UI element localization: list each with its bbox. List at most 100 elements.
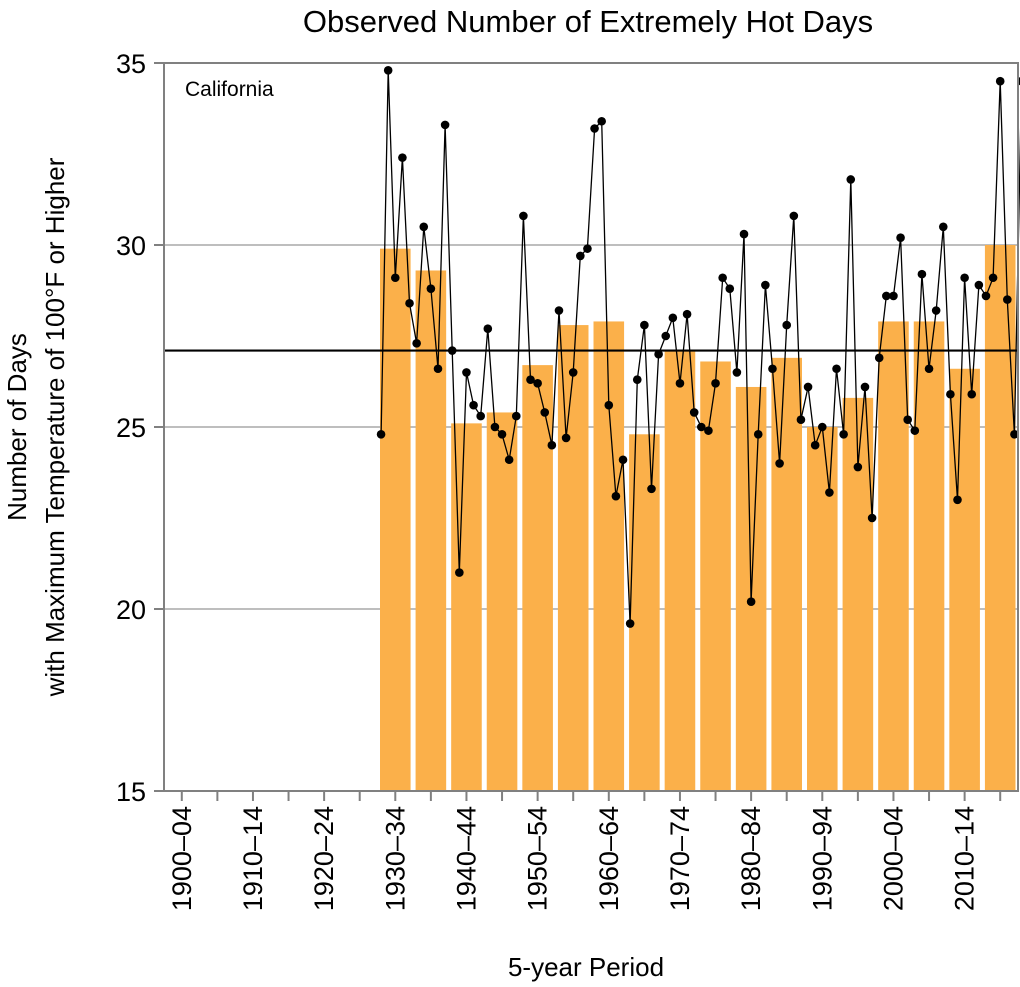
data-point <box>995 76 1005 86</box>
data-point <box>547 440 557 450</box>
data-point <box>533 379 542 388</box>
data-point <box>832 364 841 374</box>
data-point <box>725 284 735 293</box>
y-tick-label: 35 <box>116 49 146 79</box>
data-point <box>483 324 493 334</box>
data-point <box>967 389 977 399</box>
x-tick-label: 1990–94 <box>807 806 837 911</box>
data-point <box>704 426 713 435</box>
data-point <box>668 313 678 323</box>
x-tick-label: 1920–24 <box>309 806 339 911</box>
data-point <box>711 379 720 388</box>
data-point <box>839 429 848 439</box>
data-point <box>561 433 571 443</box>
data-point <box>782 320 792 330</box>
data-point <box>718 273 727 283</box>
x-tick-label: 1930–34 <box>380 806 410 911</box>
data-point <box>611 491 621 501</box>
data-point <box>874 353 884 363</box>
bar-series <box>380 245 1016 792</box>
data-point <box>469 400 478 410</box>
data-point <box>376 429 386 439</box>
data-point <box>789 211 799 221</box>
data-point <box>825 488 834 497</box>
x-tick-label: 1980–84 <box>736 806 766 911</box>
data-point <box>568 368 578 377</box>
x-axis-label: 5-year Period <box>508 952 664 982</box>
data-point <box>817 422 827 432</box>
data-point <box>960 273 969 283</box>
data-point <box>903 415 912 425</box>
y-axis-label-line1: Number of Days <box>2 333 32 521</box>
data-point <box>618 455 628 465</box>
data-point <box>440 120 450 130</box>
data-point <box>604 400 614 410</box>
data-point <box>426 284 436 293</box>
data-point <box>640 320 649 330</box>
data-point <box>1003 295 1012 304</box>
data-point <box>846 175 856 184</box>
data-point <box>746 597 756 607</box>
x-tick-label: 1950–54 <box>523 806 553 911</box>
bar <box>522 365 553 791</box>
data-point <box>867 513 877 523</box>
bar <box>878 321 909 791</box>
x-tick-label: 1960–64 <box>594 806 624 911</box>
y-tick-label: 25 <box>116 413 146 443</box>
data-point <box>490 422 500 432</box>
data-point <box>590 124 599 133</box>
data-point <box>661 331 671 341</box>
data-point <box>988 273 998 283</box>
data-point <box>476 411 485 421</box>
region-label: California <box>185 78 274 101</box>
annual-series <box>376 65 1020 628</box>
data-point <box>447 346 457 355</box>
data-point <box>383 65 393 75</box>
data-point <box>882 291 891 301</box>
data-point <box>953 495 962 505</box>
data-point <box>583 244 592 253</box>
data-point <box>625 619 635 628</box>
data-point <box>540 408 550 417</box>
x-tick-label: 1900–04 <box>167 806 197 911</box>
data-point <box>511 411 521 421</box>
data-point <box>412 338 421 348</box>
data-point <box>853 462 863 472</box>
data-point <box>810 440 820 450</box>
bar <box>380 248 411 791</box>
data-point <box>697 422 706 432</box>
data-point <box>526 375 535 384</box>
bar <box>984 245 1016 791</box>
data-point <box>682 309 692 319</box>
data-point <box>1010 429 1019 439</box>
data-point <box>519 211 528 221</box>
x-tick-label: 1970–74 <box>665 806 695 911</box>
data-point <box>931 306 941 315</box>
bar <box>415 270 447 792</box>
bar <box>486 412 518 791</box>
data-point <box>433 364 443 374</box>
data-point <box>632 375 642 384</box>
x-tick-label: 1940–44 <box>452 806 482 911</box>
data-point <box>675 379 685 388</box>
bar <box>557 325 589 791</box>
bar <box>949 368 980 791</box>
bar <box>664 350 696 791</box>
data-point <box>462 368 471 377</box>
data-point <box>860 382 870 392</box>
data-point <box>689 408 699 417</box>
x-tick-label: 1910–14 <box>238 806 268 911</box>
data-point <box>753 429 763 439</box>
chart-title: Observed Number of Extremely Hot Days <box>303 4 873 39</box>
data-point <box>910 426 920 435</box>
data-point <box>419 222 429 232</box>
data-point <box>398 153 407 162</box>
data-point <box>938 222 948 232</box>
bar <box>913 321 945 791</box>
data-point <box>739 229 749 239</box>
data-point <box>974 280 984 290</box>
data-point <box>497 429 507 439</box>
x-tick-label: 2000–04 <box>879 806 909 911</box>
